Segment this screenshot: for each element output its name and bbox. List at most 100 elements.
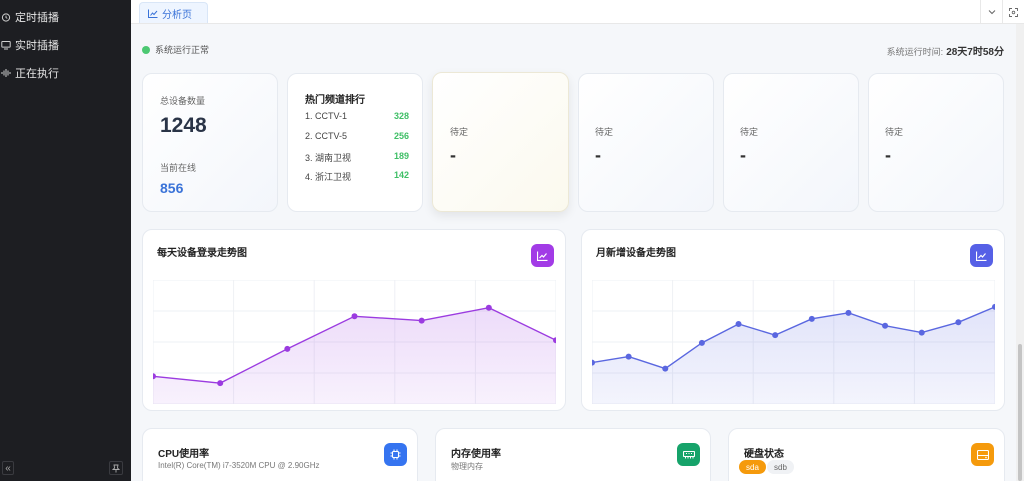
ranking-name: 4. 浙江卫视 xyxy=(305,172,352,182)
data-point[interactable] xyxy=(735,321,742,327)
sidebar-item-label: 正在执行 xyxy=(15,68,59,80)
data-point[interactable] xyxy=(418,317,425,324)
pending-value: - xyxy=(740,145,746,165)
cpu-usage-card: CPU使用率 Intel(R) Core(TM) i7-3520M CPU @ … xyxy=(142,428,418,481)
series-area xyxy=(592,306,995,404)
pending-card: 待定 - xyxy=(432,72,569,212)
data-point[interactable] xyxy=(662,365,669,372)
data-point[interactable] xyxy=(351,313,358,320)
data-point[interactable] xyxy=(592,359,595,366)
data-point[interactable] xyxy=(217,380,224,387)
chart-title: 月新增设备走势图 xyxy=(596,248,676,259)
data-point[interactable] xyxy=(918,329,925,336)
chart-title: 每天设备登录走势图 xyxy=(157,248,247,259)
memory-title: 内存使用率 xyxy=(451,449,501,460)
sidebar-footer: « xyxy=(0,461,131,477)
tab-bar: 分析页 xyxy=(131,0,1024,24)
data-point[interactable] xyxy=(955,319,962,326)
ranking-value: 256 xyxy=(393,131,409,141)
scrollbar-thumb[interactable] xyxy=(1018,344,1022,481)
chart-icon xyxy=(148,9,158,18)
online-devices-label: 当前在线 xyxy=(160,163,197,173)
data-point[interactable] xyxy=(882,322,889,329)
monthly-new-chart-card: 月新增设备走势图 xyxy=(581,229,1005,411)
status-dot xyxy=(142,45,150,54)
pending-card: 待定 - xyxy=(868,73,1004,212)
series-area xyxy=(153,307,556,404)
data-point[interactable] xyxy=(553,337,556,344)
data-point[interactable] xyxy=(772,332,779,339)
sidebar-item-scheduled[interactable]: 定时插播 xyxy=(0,7,131,27)
total-devices-value: 1248 xyxy=(160,114,207,137)
uptime-value: 28天7时58分 xyxy=(946,47,1004,58)
memory-usage-card: 内存使用率 物理内存 xyxy=(435,428,711,481)
pending-label: 待定 xyxy=(885,127,904,137)
trend-icon xyxy=(970,244,993,267)
pending-label: 待定 xyxy=(450,127,469,137)
tab-analysis[interactable]: 分析页 xyxy=(139,2,208,23)
page-scrollbar[interactable] xyxy=(1016,24,1024,481)
ranking-value: 189 xyxy=(393,151,409,161)
monitor-icon xyxy=(1,40,11,50)
data-point[interactable] xyxy=(485,304,492,311)
status-text: 系统运行正常 xyxy=(155,45,210,55)
online-devices-value: 856 xyxy=(160,180,184,196)
pending-label: 待定 xyxy=(740,127,759,137)
sidebar-item-label: 实时插播 xyxy=(15,40,59,52)
device-count-card: 总设备数量 1248 当前在线 856 xyxy=(142,73,278,212)
daily-login-chart xyxy=(153,280,556,404)
trend-icon xyxy=(531,244,554,267)
uptime: 系统运行时间: 28天7时58分 xyxy=(887,43,1004,58)
pending-value: - xyxy=(885,145,891,165)
pending-label: 待定 xyxy=(595,127,614,137)
memory-icon xyxy=(677,443,700,466)
sidebar-item-running[interactable]: 正在执行 xyxy=(0,63,131,83)
pin-icon[interactable] xyxy=(109,461,123,475)
chevron-down-icon[interactable] xyxy=(980,0,1002,24)
uptime-label: 系统运行时间: xyxy=(886,47,944,57)
disk-tag-sda[interactable]: sda xyxy=(739,460,766,474)
daily-login-chart-card: 每天设备登录走势图 xyxy=(142,229,566,411)
data-point[interactable] xyxy=(153,373,156,380)
cpu-icon xyxy=(384,443,407,466)
ranking-row[interactable]: 4. 浙江卫视 142 xyxy=(305,170,409,182)
data-point[interactable] xyxy=(625,353,632,360)
sidebar: 定时插播 实时插播 正在执行 « xyxy=(0,0,131,481)
pending-value: - xyxy=(450,145,456,165)
audio-wave-icon xyxy=(1,68,11,78)
pending-value: - xyxy=(595,145,601,165)
tab-actions xyxy=(980,0,1024,24)
sidebar-item-label: 定时插播 xyxy=(15,12,59,24)
ranking-value: 142 xyxy=(393,170,409,180)
pending-card: 待定 - xyxy=(723,73,859,212)
cpu-model: Intel(R) Core(TM) i7-3520M CPU @ 2.90GHz xyxy=(158,461,320,470)
memory-sub: 物理内存 xyxy=(451,462,483,471)
ranking-name: 3. 湖南卫视 xyxy=(305,153,352,163)
ranking-value: 328 xyxy=(393,111,409,121)
fullscreen-icon[interactable] xyxy=(1002,0,1024,24)
series-line xyxy=(592,306,995,370)
system-status: 系统运行正常 xyxy=(142,43,209,56)
total-devices-label: 总设备数量 xyxy=(160,96,206,106)
hard-disk-icon xyxy=(971,443,994,466)
data-point[interactable] xyxy=(992,303,995,310)
pending-card: 待定 - xyxy=(578,73,714,212)
disk-status-card: 硬盘状态 sda sdb xyxy=(728,428,1005,481)
double-chevron-left-icon[interactable]: « xyxy=(2,461,14,475)
data-point[interactable] xyxy=(284,345,291,352)
channel-ranking-card: 热门频道排行 1. CCTV-1 328 2. CCTV-5 256 3. 湖南卫视… xyxy=(287,73,423,212)
disk-tag-sdb[interactable]: sdb xyxy=(767,460,794,474)
ranking-row[interactable]: 3. 湖南卫视 189 xyxy=(305,151,409,163)
data-point[interactable] xyxy=(845,309,852,316)
ranking-name: 1. CCTV-1 xyxy=(305,111,348,121)
sidebar-item-realtime[interactable]: 实时插播 xyxy=(0,35,131,55)
ranking-row[interactable]: 2. CCTV-5 256 xyxy=(305,131,409,143)
disk-title: 硬盘状态 xyxy=(744,449,784,460)
cpu-title: CPU使用率 xyxy=(158,449,210,460)
ranking-name: 2. CCTV-5 xyxy=(305,131,348,141)
data-point[interactable] xyxy=(808,315,815,322)
alarm-clock-icon xyxy=(1,12,11,22)
ranking-row[interactable]: 1. CCTV-1 328 xyxy=(305,111,409,123)
data-point[interactable] xyxy=(698,339,705,346)
monthly-new-chart xyxy=(592,280,995,404)
